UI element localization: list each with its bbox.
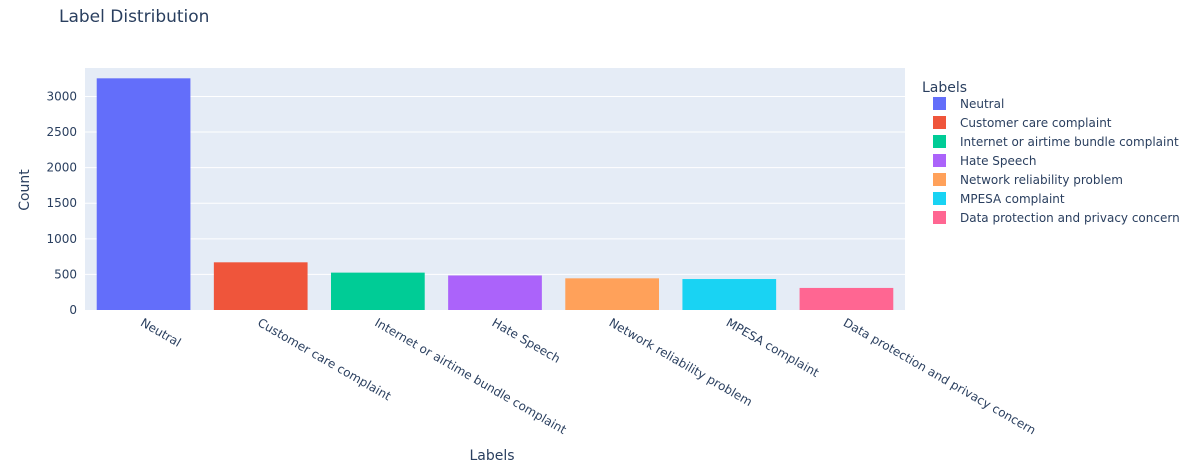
y-tick-label: 0 (69, 303, 77, 317)
bars (96, 78, 894, 310)
legend-swatch (933, 135, 946, 148)
x-tick-label: Customer care complaint (255, 315, 393, 403)
bar (565, 278, 659, 310)
x-tick-label: Hate Speech (490, 315, 563, 365)
x-axis-title: Labels (469, 448, 514, 464)
bar (682, 279, 777, 310)
legend-item-label: Customer care complaint (960, 116, 1112, 130)
chart-title: Label Distribution (59, 7, 209, 27)
y-axis-ticks: 0 500 1000 1500 2000 2500 3000 (46, 89, 77, 317)
bar (331, 272, 425, 310)
legend-swatch (933, 192, 946, 205)
legend-swatch (933, 154, 946, 167)
legend-item-label: Internet or airtime bundle complaint (960, 135, 1179, 149)
x-tick-label: Neutral (138, 315, 183, 349)
legend-item-label: Network reliability problem (960, 173, 1123, 187)
plot-area (85, 68, 905, 310)
legend-title: Labels (922, 80, 967, 96)
legend-item-label: MPESA complaint (960, 192, 1065, 206)
legend: Labels Neutral Customer care complaint Int… (922, 80, 1180, 225)
y-tick-label: 3000 (46, 89, 77, 103)
legend-item-label: Neutral (960, 97, 1004, 111)
legend-swatch (933, 211, 946, 224)
legend-swatch (933, 97, 946, 110)
y-axis-title: Count (17, 169, 33, 211)
y-tick-label: 2000 (46, 161, 77, 175)
y-tick-label: 1000 (46, 232, 77, 246)
gridlines (85, 95, 905, 275)
legend-item-label: Hate Speech (960, 154, 1036, 168)
y-tick-label: 1500 (46, 196, 77, 210)
x-tick-label: Internet or airtime bundle complaint (372, 315, 569, 437)
bar (448, 275, 542, 310)
y-tick-label: 500 (54, 267, 77, 281)
x-tick-label: MPESA complaint (724, 315, 822, 380)
legend-swatch (933, 173, 946, 186)
x-tick-label: Data protection and privacy concern (841, 315, 1038, 437)
y-tick-label: 2500 (46, 125, 77, 139)
bar (799, 287, 894, 310)
bar (213, 262, 308, 310)
legend-item-label: Data protection and privacy concern (960, 211, 1180, 225)
legend-swatch (933, 116, 946, 129)
bar (96, 78, 191, 310)
